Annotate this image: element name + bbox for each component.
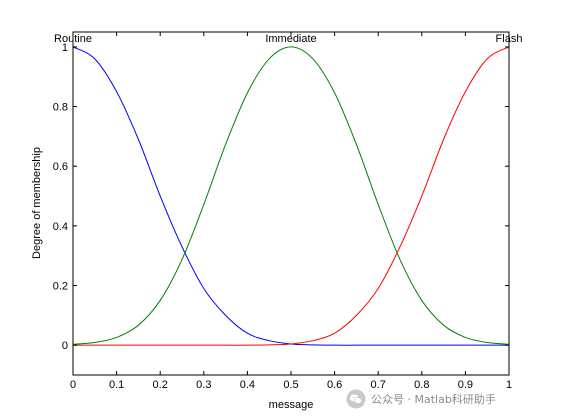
series-layer: [72, 46, 510, 346]
x-tick-label: 0.1: [109, 379, 124, 391]
x-tick-label: 0.6: [327, 379, 342, 391]
wechat-icon: [346, 389, 366, 409]
y-tick-label: 0: [62, 340, 68, 352]
mf-label-immediate: Immediate: [265, 33, 316, 45]
y-tick-label: 1: [62, 42, 68, 54]
tick-layer: 0 0.1 0.2 0.3 0.4 0.5 0.6 0.7 0.8 0.9 1 0 0.2 0.4 0.6 0…: [53, 32, 512, 391]
plot-area: [72, 31, 510, 376]
x-tick-label: 0.4: [240, 379, 255, 391]
y-axis-label: Degree of membership: [31, 147, 43, 259]
x-tick-label: 0.9: [458, 379, 473, 391]
mf-label-routine: Routine: [54, 33, 92, 45]
y-tick-label: 0.8: [53, 102, 68, 114]
watermark-text: 公众号 · Matlab科研助手: [371, 393, 496, 406]
x-tick-label: 0.2: [153, 379, 168, 391]
x-axis-label: message: [269, 399, 314, 411]
mf-label-flash: Flash: [496, 33, 523, 45]
y-tick-label: 0.4: [53, 221, 68, 233]
annotation-layer: Routine Immediate Flash: [54, 33, 522, 45]
series-line-flash: [73, 46, 510, 346]
y-tick-label: 0.6: [53, 161, 68, 173]
x-tick-label: 1: [506, 379, 512, 391]
watermark: 公众号 · Matlab科研助手: [346, 388, 496, 410]
x-tick-label: 0.7: [371, 379, 386, 391]
x-tick-label: 0.5: [283, 379, 298, 391]
x-tick-label: 0.3: [196, 379, 211, 391]
x-tick-label: 0: [70, 379, 76, 391]
y-tick-label: 0.2: [53, 281, 68, 293]
x-tick-label: 0.8: [414, 379, 429, 391]
series-line-immediate: [72, 46, 510, 345]
